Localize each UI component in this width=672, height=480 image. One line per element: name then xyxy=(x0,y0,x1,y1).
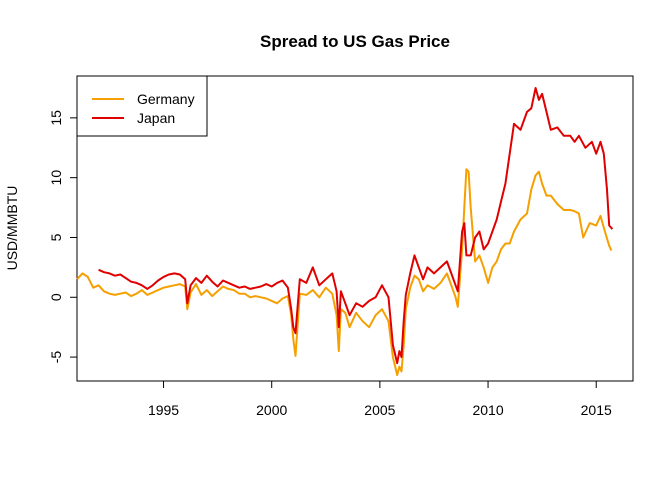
series-line-germany xyxy=(76,168,613,376)
y-axis-label: USD/MMBTU xyxy=(4,186,20,271)
x-tick-label: 2015 xyxy=(581,402,612,418)
y-tick-label: 5 xyxy=(48,233,64,241)
y-tick-label: 15 xyxy=(48,110,64,126)
series-line-japan xyxy=(98,87,614,365)
x-tick-label: 2010 xyxy=(472,402,503,418)
y-tick-label: 0 xyxy=(48,293,64,301)
y-tick-label: -5 xyxy=(48,351,64,364)
legend: Germany Japan xyxy=(76,75,208,137)
chart-title: Spread to US Gas Price xyxy=(260,32,450,51)
y-axis: -5 0 5 10 15 xyxy=(48,110,78,364)
x-axis: 1995 2000 2005 2010 2015 xyxy=(148,380,612,418)
y-tick-label: 10 xyxy=(48,170,64,186)
legend-box xyxy=(76,75,208,137)
x-tick-label: 2005 xyxy=(364,402,395,418)
legend-label-germany: Germany xyxy=(137,91,195,107)
x-tick-label: 2000 xyxy=(256,402,287,418)
series-layer xyxy=(76,87,614,376)
legend-label-japan: Japan xyxy=(137,110,175,126)
x-tick-label: 1995 xyxy=(148,402,179,418)
